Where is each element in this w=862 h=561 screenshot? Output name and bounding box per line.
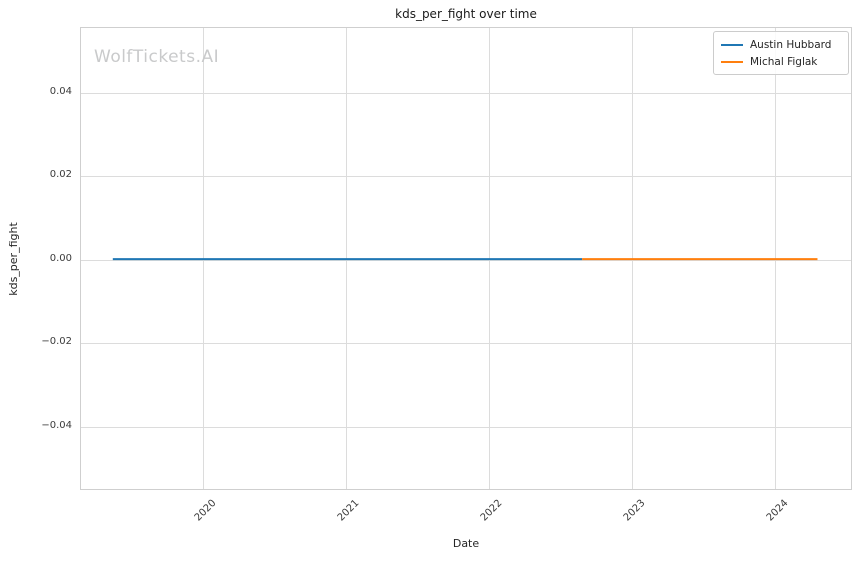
ytick-label-4: −0.04 <box>41 420 72 431</box>
series-lines <box>112 258 818 261</box>
chart-title: kds_per_fight over time <box>395 7 537 21</box>
ytick-label-0: 0.04 <box>49 86 72 97</box>
ytick-label-1: 0.02 <box>49 169 72 180</box>
x-axis-label: Date <box>452 537 480 550</box>
legend-item-michal-figlak: Michal Figlak <box>721 53 841 70</box>
legend-line-swatch <box>721 60 743 63</box>
legend-label: Michal Figlak <box>750 55 818 68</box>
legend: Austin Hubbard Michal Figlak <box>713 31 849 75</box>
ytick-label-3: −0.02 <box>41 336 72 347</box>
plot-area: WolfTickets.AI <box>80 27 852 490</box>
h-gridline-0.04 <box>81 93 851 94</box>
legend-line-swatch <box>721 43 743 46</box>
h-gridline--0.02 <box>81 343 851 344</box>
legend-item-austin-hubbard: Austin Hubbard <box>721 36 841 53</box>
y-axis-label: kds_per_fight <box>7 222 20 296</box>
h-gridline--0.04 <box>81 427 851 428</box>
legend-label: Austin Hubbard <box>750 38 832 51</box>
ytick-label-2: 0.00 <box>49 253 72 264</box>
watermark: WolfTickets.AI <box>94 47 220 67</box>
h-gridline-0.00 <box>81 260 851 261</box>
h-gridline-0.02 <box>81 176 851 177</box>
